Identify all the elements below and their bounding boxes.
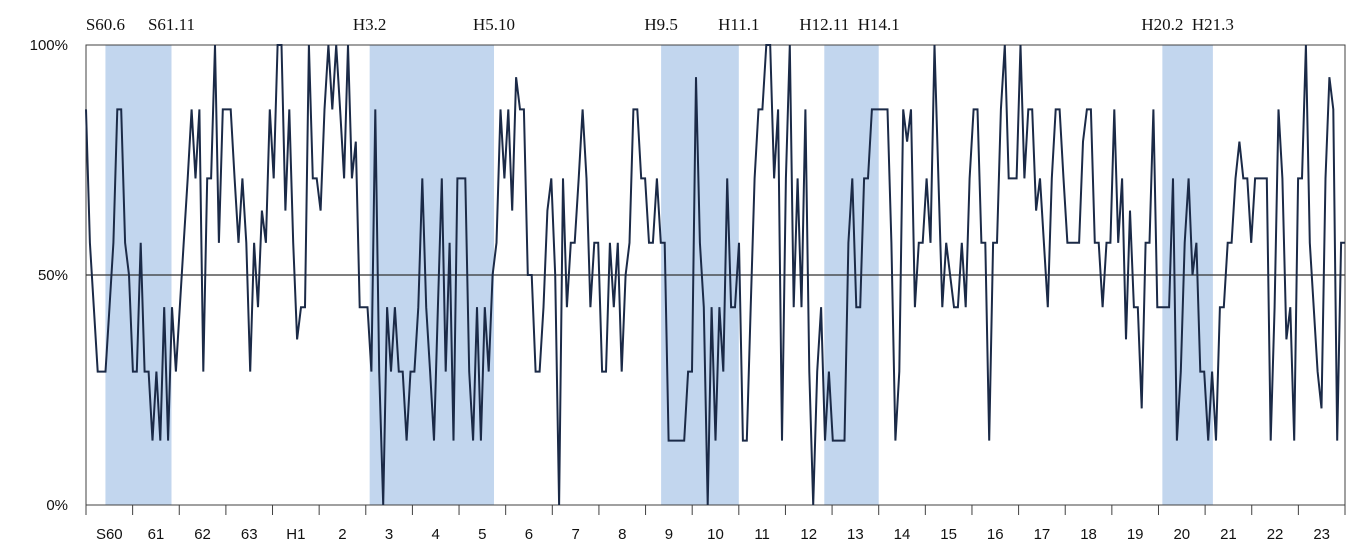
- x-tick-label: 19: [1127, 526, 1144, 543]
- period-start-label: H20.2: [1141, 15, 1183, 34]
- x-tick-label: 20: [1173, 526, 1190, 543]
- series-line-0: [85, 44, 1345, 506]
- x-tick-label: 23: [1313, 526, 1330, 543]
- x-tick-label: 3: [385, 526, 393, 543]
- x-tick-label: 62: [194, 526, 211, 543]
- y-tick-label: 100%: [30, 37, 68, 54]
- labels: S60.6 S61.11 H3.2 H5.10 H9.5 H11.1 H12.11 H14.1…: [86, 15, 1234, 34]
- x-tick-label: 6: [525, 526, 533, 543]
- axes: 0%50%100%S60 61 62 63 H1 2 3 4 5 6 7 8 9 10 11 12 13 14 15…: [30, 37, 1346, 543]
- period-start-label: S60.6: [86, 15, 125, 34]
- period-end-label: H14.1: [858, 15, 900, 34]
- x-tick-label: 8: [618, 526, 626, 543]
- x-tick-label: 9: [665, 526, 673, 543]
- x-tick-label: 2: [338, 526, 346, 543]
- period-end-label: S61.11: [148, 15, 195, 34]
- period-end-label: H11.1: [718, 15, 759, 34]
- x-tick-label: 4: [432, 526, 440, 543]
- x-tick-label: 5: [478, 526, 486, 543]
- period-end-label: H21.3: [1192, 15, 1234, 34]
- x-tick-label: 7: [571, 526, 579, 543]
- x-tick-label: 17: [1034, 526, 1051, 543]
- x-tick-label: 14: [894, 526, 911, 543]
- x-tick-label: 16: [987, 526, 1004, 543]
- x-tick-label: 21: [1220, 526, 1237, 543]
- x-tick-label: 12: [800, 526, 817, 543]
- x-tick-label: 15: [940, 526, 957, 543]
- period-start-label: H9.5: [644, 15, 678, 34]
- x-tick-label: 18: [1080, 526, 1097, 543]
- period-start-label: H3.2: [353, 15, 387, 34]
- x-tick-label: H1: [286, 526, 305, 543]
- x-tick-label: 61: [148, 526, 165, 543]
- x-tick-label: 11: [754, 526, 770, 543]
- period-end-label: H5.10: [473, 15, 515, 34]
- x-tick-label: 63: [241, 526, 258, 543]
- y-tick-label: 0%: [46, 497, 68, 514]
- x-tick-label: S60: [96, 526, 123, 543]
- period-start-label: H12.11: [799, 15, 849, 34]
- y-tick-label: 50%: [38, 267, 68, 284]
- x-tick-label: 13: [847, 526, 864, 543]
- x-tick-label: 10: [707, 526, 724, 543]
- x-tick-label: 22: [1267, 526, 1284, 543]
- series-group: [85, 44, 1345, 506]
